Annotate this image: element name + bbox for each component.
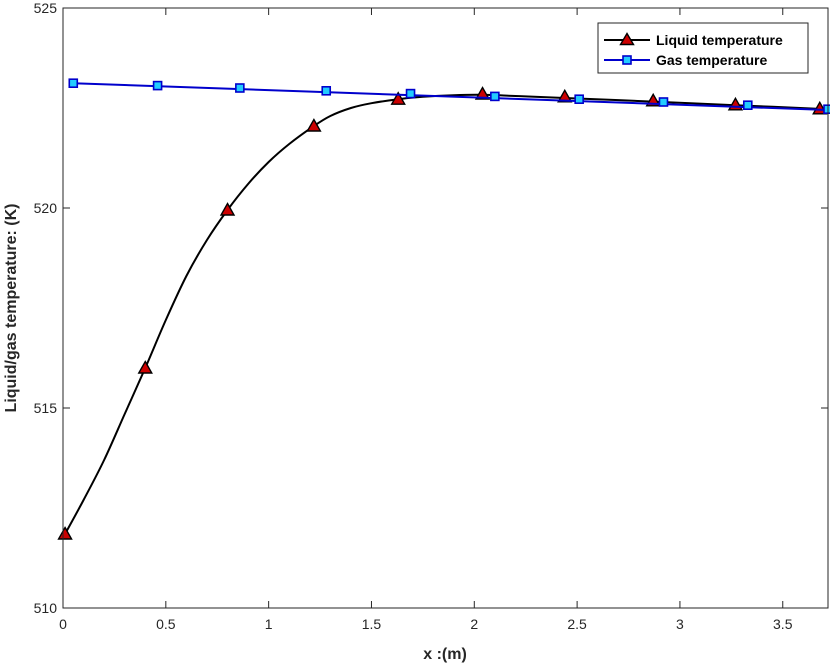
data-point-liquid-temperature bbox=[306, 118, 322, 132]
y-tick-label: 510 bbox=[34, 600, 58, 616]
x-tick-label: 3 bbox=[676, 616, 684, 632]
data-point-liquid-temperature bbox=[390, 91, 406, 105]
data-point-gas-temperature bbox=[742, 100, 753, 110]
plot-area bbox=[63, 8, 828, 608]
data-point-gas-temperature bbox=[68, 78, 79, 88]
data-point-liquid-temperature bbox=[557, 88, 573, 103]
data-point-liquid-temperature bbox=[474, 86, 491, 100]
data-point-liquid-temperature bbox=[57, 526, 73, 540]
x-tick-label: 2 bbox=[470, 616, 478, 632]
data-point-liquid-temperature bbox=[812, 100, 828, 115]
legend-liquid-marker bbox=[619, 32, 635, 46]
data-point-gas-temperature bbox=[823, 104, 830, 114]
x-tick-label: 3.5 bbox=[773, 616, 793, 632]
y-axis-label: Liquid/gas temperature: (K) bbox=[3, 204, 20, 413]
x-tick-label: 1.5 bbox=[362, 616, 382, 632]
y-tick-label: 520 bbox=[34, 200, 58, 216]
data-point-gas-temperature bbox=[235, 83, 245, 93]
x-tick-label: 0 bbox=[59, 616, 67, 632]
x-axis-label: x :(m) bbox=[423, 646, 467, 663]
legend-gas-label: Gas temperature bbox=[656, 52, 767, 68]
data-point-gas-temperature bbox=[574, 94, 584, 104]
y-tick-label: 525 bbox=[34, 0, 58, 16]
data-point-gas-temperature bbox=[658, 97, 669, 107]
data-point-liquid-temperature bbox=[137, 360, 153, 374]
series-line-gas-temperature bbox=[73, 82, 829, 111]
ticks-layer: 0 0.5 1 1.5 2 2.5 3 3.5 510 515 520 525 bbox=[34, 0, 828, 632]
data-point-gas-temperature bbox=[490, 91, 500, 102]
x-tick-label: 0.5 bbox=[156, 616, 176, 632]
y-tick-label: 515 bbox=[34, 400, 58, 416]
data-point-gas-temperature bbox=[152, 80, 163, 91]
legend: Liquid temperature Gas temperature bbox=[597, 22, 809, 74]
data-point-gas-temperature bbox=[405, 88, 416, 99]
x-tick-label: 1 bbox=[265, 616, 273, 632]
x-tick-label: 2.5 bbox=[567, 616, 587, 632]
legend-liquid-label: Liquid temperature bbox=[656, 32, 783, 48]
data-point-liquid-temperature bbox=[219, 202, 236, 216]
data-point-gas-temperature bbox=[321, 86, 332, 96]
legend-gas-marker bbox=[622, 55, 632, 65]
plot-frame bbox=[62, 7, 829, 609]
series-layer bbox=[57, 78, 830, 540]
legend-box bbox=[597, 22, 809, 74]
